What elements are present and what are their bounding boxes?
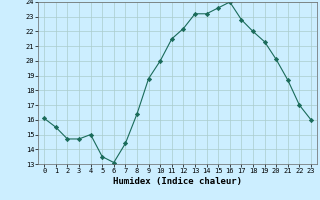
X-axis label: Humidex (Indice chaleur): Humidex (Indice chaleur) — [113, 177, 242, 186]
